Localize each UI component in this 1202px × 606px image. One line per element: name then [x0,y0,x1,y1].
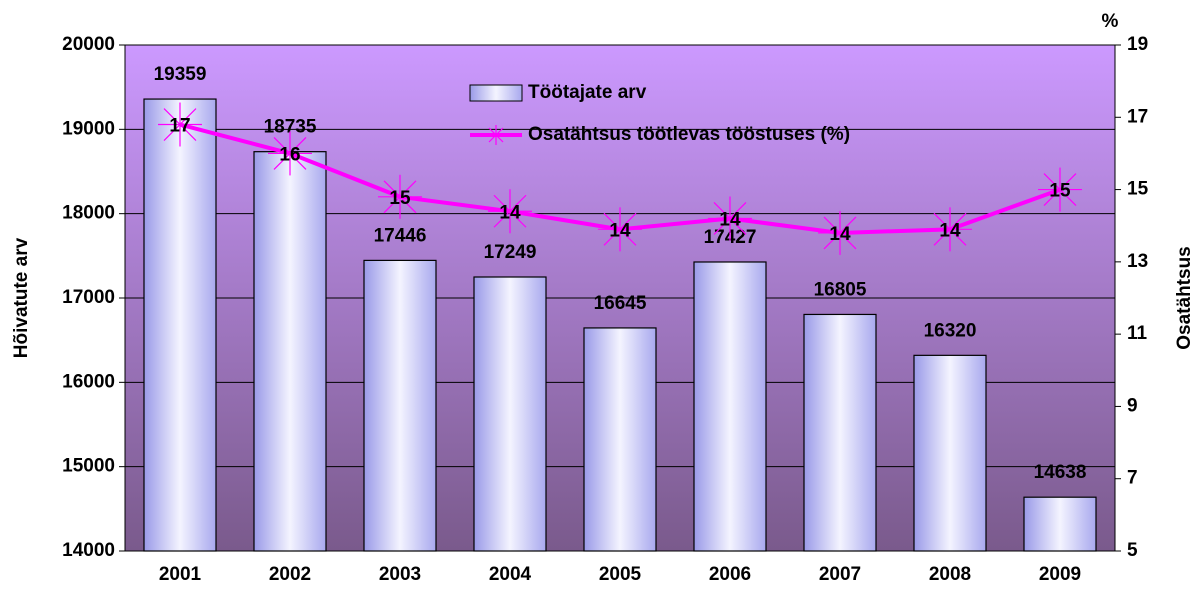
y-tick-label: 17000 [62,287,115,308]
x-tick-label: 2001 [159,564,202,585]
x-tick-label: 2002 [269,564,311,585]
line-marker [1038,167,1082,212]
y2-tick-label: 13 [1127,251,1148,272]
x-tick-label: 2006 [709,564,751,585]
bar [363,259,437,552]
line-marker [818,210,862,255]
legend-swatch [469,84,523,102]
bar [803,313,877,552]
bar [253,151,327,552]
line-value-label: 14 [609,220,631,241]
bar [473,276,547,552]
marker-stroke [163,108,197,141]
y-tick-label: 19000 [62,118,115,139]
marker-stroke [273,137,307,170]
bar-value-label: 16645 [594,293,647,314]
marker-stroke [603,212,637,246]
line-marker [378,174,422,219]
y-axis-title: Hõivatute arv [11,237,32,358]
bar-value-label: 14638 [1034,462,1087,483]
line-marker [598,207,642,252]
x-tick-label: 2005 [599,564,642,585]
line-value-label: 15 [389,188,411,209]
line-marker [488,189,532,234]
y2-unit: % [1102,11,1119,32]
bar-value-label: 16320 [924,320,977,341]
y-tick-label: 15000 [62,456,115,477]
line-value-label: 16 [279,144,300,165]
line-value-label: 14 [829,224,851,245]
y2-tick-label: 11 [1127,323,1148,344]
line-value-label: 17 [169,116,190,137]
x-tick-label: 2004 [489,564,532,585]
marker-stroke [493,194,527,228]
line-value-label: 14 [939,220,961,241]
bar-value-label: 19359 [154,64,207,85]
bar-value-label: 17446 [374,225,427,246]
y-tick-label: 18000 [62,203,115,224]
y2-tick-label: 5 [1127,540,1138,561]
marker-stroke [1043,173,1077,206]
marker-stroke [713,202,747,235]
line-value-label: 14 [719,210,741,231]
bar [1023,496,1097,552]
y-tick-label: 16000 [62,371,115,392]
bar [143,98,217,552]
legend-label: Töötajate arv [528,82,647,103]
x-tick-label: 2003 [379,564,421,585]
bar-value-label: 17249 [484,242,537,263]
x-tick-label: 2008 [929,564,971,585]
line-marker [158,102,202,147]
y-tick-label: 20000 [62,34,115,55]
line-marker [708,196,752,241]
y2-tick-label: 15 [1127,179,1149,200]
x-tick-label: 2009 [1039,564,1081,585]
y2-tick-label: 9 [1127,395,1138,416]
y-tick-label: 14000 [62,540,115,561]
marker-stroke [823,216,857,250]
legend-marker [488,127,504,143]
y2-axis-title: Osatähtsus [1174,246,1195,349]
line-marker [268,131,312,176]
y2-tick-label: 19 [1127,34,1148,55]
legend-label: Osatähtsus töötlevas tööstuses (%) [528,124,850,145]
x-tick-label: 2007 [819,564,861,585]
bar [913,354,987,552]
bar-value-label: 18735 [264,117,317,138]
line-marker [928,207,972,252]
y2-tick-label: 17 [1127,106,1148,127]
line-value-label: 14 [499,202,521,223]
line-value-label: 15 [1049,181,1071,202]
marker-stroke [933,212,967,246]
marker-stroke [383,180,417,214]
bar [693,261,767,552]
y2-tick-label: 7 [1127,468,1138,489]
bar [583,327,657,552]
bar-value-label: 16805 [814,279,867,300]
